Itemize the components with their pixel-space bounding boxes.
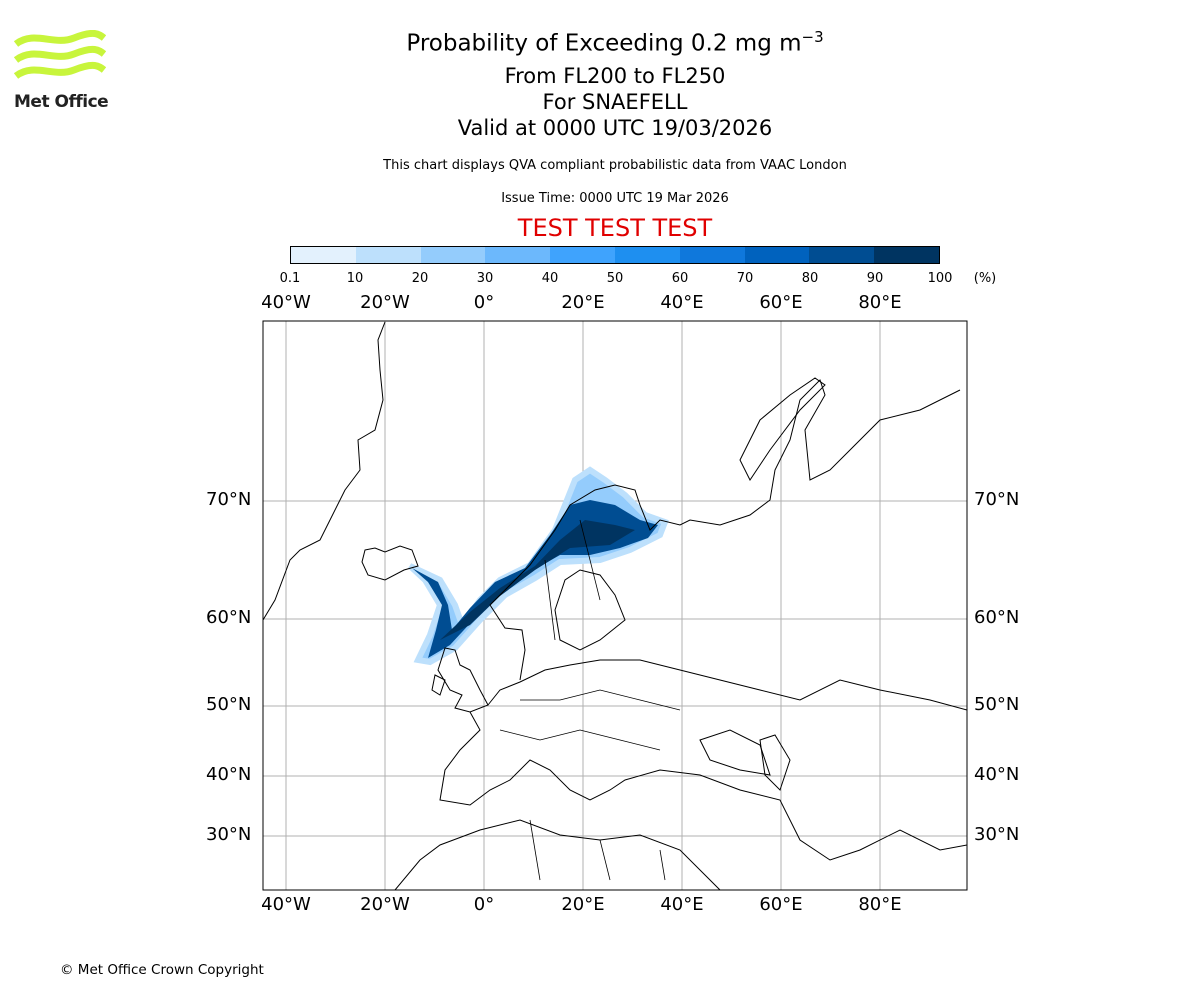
issue-time: Issue Time: 0000 UTC 19 Mar 2026 [501, 191, 729, 206]
map-frame [262, 320, 968, 891]
lon-label-top: 20°E [561, 292, 605, 313]
lon-label-bottom: 20°E [561, 894, 605, 915]
colorbar-bin [291, 247, 356, 263]
colorbar-tick-label: 10 [346, 271, 364, 286]
lon-label-top: 20°W [360, 292, 410, 313]
lon-label-top: 40°E [660, 292, 704, 313]
test-banner: TEST TEST TEST [517, 214, 713, 242]
flight-level-range: From FL200 to FL250 [504, 64, 726, 88]
colorbar-bin [420, 247, 486, 263]
lon-label-top: 40°W [261, 292, 311, 313]
copyright: © Met Office Crown Copyright [60, 962, 264, 978]
lat-label-right: 70°N [974, 489, 1020, 510]
colorbar-tick-label: 90 [866, 271, 884, 286]
colorbar-tick-label: 50 [606, 271, 624, 286]
logo-text: Met Office [14, 92, 109, 112]
lat-label-left: 50°N [206, 694, 252, 715]
colorbar-tick-label: 100 [927, 271, 953, 286]
colorbar-bin [355, 247, 421, 263]
coastlines [263, 321, 967, 890]
ash-probability-plume [407, 466, 669, 666]
lat-label-right: 50°N [974, 694, 1020, 715]
plume-peak [440, 520, 635, 640]
colorbar-bin [744, 247, 810, 263]
colorbar-bin [550, 247, 615, 263]
gridlines [263, 321, 967, 890]
colorbar-tick-label: 40 [541, 271, 559, 286]
colorbar-tick-label: 60 [671, 271, 689, 286]
lon-label-top: 0° [473, 292, 495, 313]
lat-label-left: 40°N [206, 764, 252, 785]
lon-label-bottom: 80°E [858, 894, 902, 915]
colorbar [290, 246, 940, 264]
lon-label-top: 80°E [858, 292, 902, 313]
colorbar-bin [809, 247, 875, 263]
met-office-logo [13, 29, 107, 94]
colorbar-tick-label: 70 [736, 271, 754, 286]
lat-label-right: 60°N [974, 607, 1020, 628]
valid-time: Valid at 0000 UTC 19/03/2026 [457, 116, 773, 140]
title-superscript: −3 [801, 28, 824, 46]
lat-label-left: 30°N [206, 824, 252, 845]
colorbar-bin [874, 247, 939, 263]
lon-label-bottom: 60°E [759, 894, 803, 915]
colorbar-bin [614, 247, 680, 263]
colorbar-unit: (%) [973, 271, 997, 286]
chart-title: Probability of Exceeding 0.2 mg m−3 [0, 28, 1200, 57]
colorbar-bin [679, 247, 745, 263]
country-borders [499, 519, 681, 881]
title-text: Probability of Exceeding 0.2 mg m [406, 30, 802, 57]
lat-label-left: 70°N [206, 489, 252, 510]
colorbar-tick-label: 0.1 [279, 271, 301, 286]
colorbar-tick-label: 20 [411, 271, 429, 286]
lon-label-top: 60°E [759, 292, 803, 313]
lon-label-bottom: 20°W [360, 894, 410, 915]
chart-description: This chart displays QVA compliant probab… [383, 158, 847, 173]
lat-label-left: 60°N [206, 607, 252, 628]
lat-label-right: 30°N [974, 824, 1020, 845]
colorbar-bin [485, 247, 551, 263]
colorbar-tick-label: 80 [801, 271, 819, 286]
volcano-name: For SNAEFELL [542, 90, 688, 114]
colorbar-tick-label: 30 [476, 271, 494, 286]
lon-label-bottom: 40°E [660, 894, 704, 915]
lon-label-bottom: 0° [473, 894, 495, 915]
lon-label-bottom: 40°W [261, 894, 311, 915]
lat-label-right: 40°N [974, 764, 1020, 785]
